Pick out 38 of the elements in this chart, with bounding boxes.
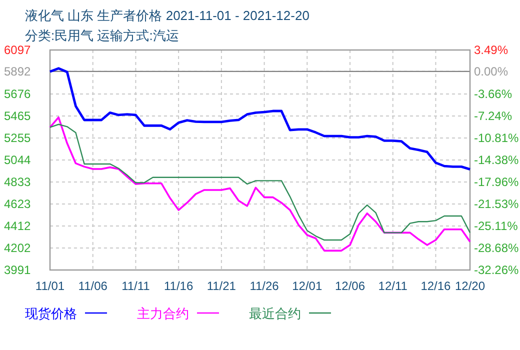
y2-tick-label: -17.96%	[474, 175, 520, 189]
y2-tick-label: -21.53%	[474, 196, 520, 211]
y-tick-label: 4202	[4, 240, 32, 255]
x-tick-label: 11/01	[35, 279, 65, 293]
y2-tick-label: -32.26%	[474, 263, 520, 277]
x-tick-label: 12/20	[454, 279, 486, 293]
y2-tick-label: -25.11%	[474, 219, 518, 233]
y-tick-label: 5892	[4, 64, 32, 78]
y-tick-label: 4623	[4, 196, 32, 211]
x-tick-label: 11/11	[122, 279, 150, 293]
x-tick-label: 12/16	[420, 279, 452, 293]
legend-label: 主力合约	[137, 306, 189, 321]
y-tick-label: 5044	[4, 153, 32, 167]
x-tick-label: 11/16	[164, 279, 194, 293]
y2-tick-label: -14.38%	[474, 152, 520, 167]
x-tick-label: 12/11	[378, 279, 408, 293]
y-tick-label: 5255	[4, 130, 32, 145]
y2-tick-label: -3.66%	[474, 87, 512, 101]
y2-tick-label: -10.81%	[474, 131, 520, 145]
chart-subtitle: 分类:民用气 运输方式:汽运	[25, 28, 179, 43]
x-tick-label: 11/06	[78, 279, 108, 293]
x-tick-label: 11/26	[250, 279, 280, 293]
x-tick-label: 11/21	[206, 279, 236, 293]
chart-title: 液化气 山东 生产者价格 2021-11-01 - 2021-12-20	[25, 8, 310, 23]
legend-label: 最近合约	[249, 306, 301, 321]
y-tick-label: 5676	[4, 86, 32, 101]
y-tick-label: 5465	[4, 109, 32, 124]
y-tick-label: 3991	[4, 263, 32, 277]
y-tick-label: 6097	[4, 43, 32, 57]
y-tick-label: 4412	[4, 219, 32, 234]
y2-tick-label: 3.49%	[474, 43, 508, 57]
x-tick-label: 12/06	[334, 279, 366, 293]
y-tick-label: 4833	[4, 175, 32, 190]
legend-label: 现货价格	[25, 306, 77, 321]
x-tick-label: 12/01	[292, 279, 322, 293]
y2-tick-label: -28.68%	[474, 240, 520, 255]
y2-tick-label: -7.24%	[474, 109, 512, 124]
y2-tick-label: 0.00%	[474, 64, 508, 78]
